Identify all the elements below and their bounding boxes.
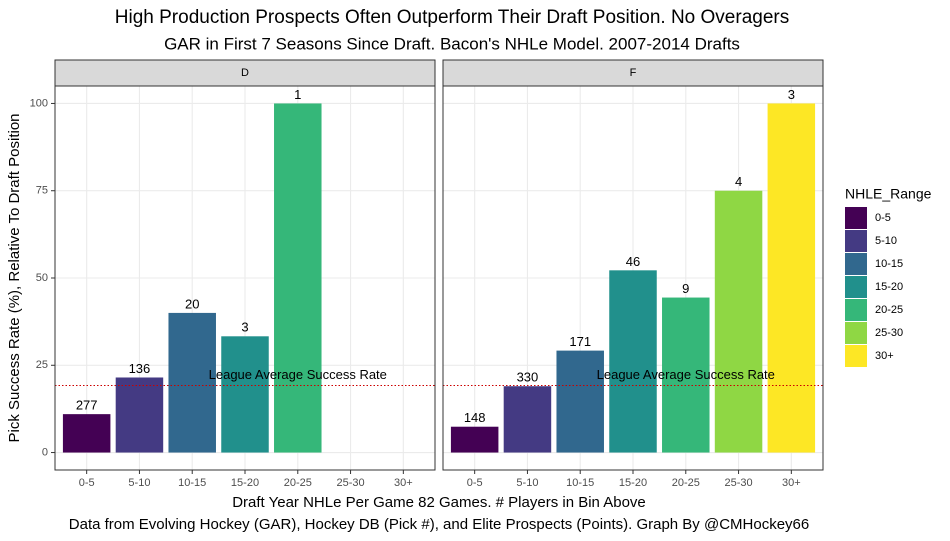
x-tick-label: 25-30 [724, 477, 752, 489]
x-tick-label: 10-15 [178, 477, 206, 489]
bar [115, 377, 164, 453]
bar [450, 426, 499, 453]
legend-key [845, 276, 867, 298]
legend-key [845, 230, 867, 252]
chart-title: High Production Prospects Often Outperfo… [115, 7, 789, 28]
legend-key [845, 299, 867, 321]
x-tick-label: 5-10 [128, 477, 150, 489]
bar [62, 414, 111, 453]
legend-label: 20-25 [875, 304, 903, 316]
data-label: 3 [241, 320, 248, 335]
data-label: 1 [294, 87, 301, 102]
reference-label: League Average Success Rate [209, 367, 387, 382]
x-tick-label: 15-20 [231, 477, 259, 489]
data-label: 171 [569, 334, 591, 349]
x-tick-label: 30+ [394, 477, 413, 489]
data-label: 3 [788, 87, 795, 102]
legend-label: 30+ [875, 350, 894, 362]
bar [168, 312, 216, 453]
x-tick-label: 0-5 [79, 477, 95, 489]
bar [767, 103, 816, 453]
legend-key [845, 253, 867, 275]
strip-label: F [630, 67, 637, 79]
legend-title: NHLE_Range [845, 186, 932, 202]
y-tick-label: 0 [42, 446, 48, 458]
y-tick-label: 75 [36, 185, 48, 197]
legend-key [845, 322, 867, 344]
bar [609, 270, 657, 453]
data-label: 136 [129, 361, 151, 376]
x-tick-label: 0-5 [467, 477, 483, 489]
x-tick-label: 10-15 [566, 477, 594, 489]
y-tick-label: 50 [36, 272, 48, 284]
x-tick-label: 20-25 [284, 477, 312, 489]
legend-label: 0-5 [875, 212, 891, 224]
legend-label: 25-30 [875, 327, 903, 339]
legend-key [845, 207, 867, 229]
y-axis-label: Pick Success Rate (%), Relative To Draft… [6, 113, 23, 442]
data-label: 330 [517, 370, 539, 385]
bar [556, 350, 604, 453]
x-tick-label: 30+ [782, 477, 801, 489]
x-tick-label: 25-30 [336, 477, 364, 489]
chart-subtitle: GAR in First 7 Seasons Since Draft. Baco… [164, 34, 740, 53]
bar [274, 103, 322, 453]
bar [503, 386, 552, 453]
data-label: 46 [626, 254, 640, 269]
data-label: 9 [682, 281, 689, 296]
y-tick-label: 25 [36, 359, 48, 371]
data-label: 148 [464, 410, 486, 425]
legend-label: 15-20 [875, 281, 903, 293]
data-label: 277 [76, 398, 98, 413]
strip-label: D [241, 67, 249, 79]
data-label: 20 [185, 296, 199, 311]
bar [662, 297, 710, 453]
strip [54, 59, 436, 87]
legend-key [845, 345, 867, 367]
panel-border [442, 85, 824, 471]
bar [221, 336, 269, 453]
legend-label: 10-15 [875, 258, 903, 270]
x-tick-label: 15-20 [619, 477, 647, 489]
x-tick-label: 20-25 [672, 477, 700, 489]
legend-label: 5-10 [875, 235, 897, 247]
reference-label: League Average Success Rate [597, 367, 775, 382]
x-tick-label: 5-10 [516, 477, 538, 489]
bar [714, 190, 763, 453]
strip [442, 59, 824, 87]
caption: Data from Evolving Hockey (GAR), Hockey … [69, 516, 809, 533]
y-tick-label: 100 [30, 97, 48, 109]
x-axis-label: Draft Year NHLe Per Game 82 Games. # Pla… [232, 494, 646, 511]
data-label: 4 [735, 174, 742, 189]
